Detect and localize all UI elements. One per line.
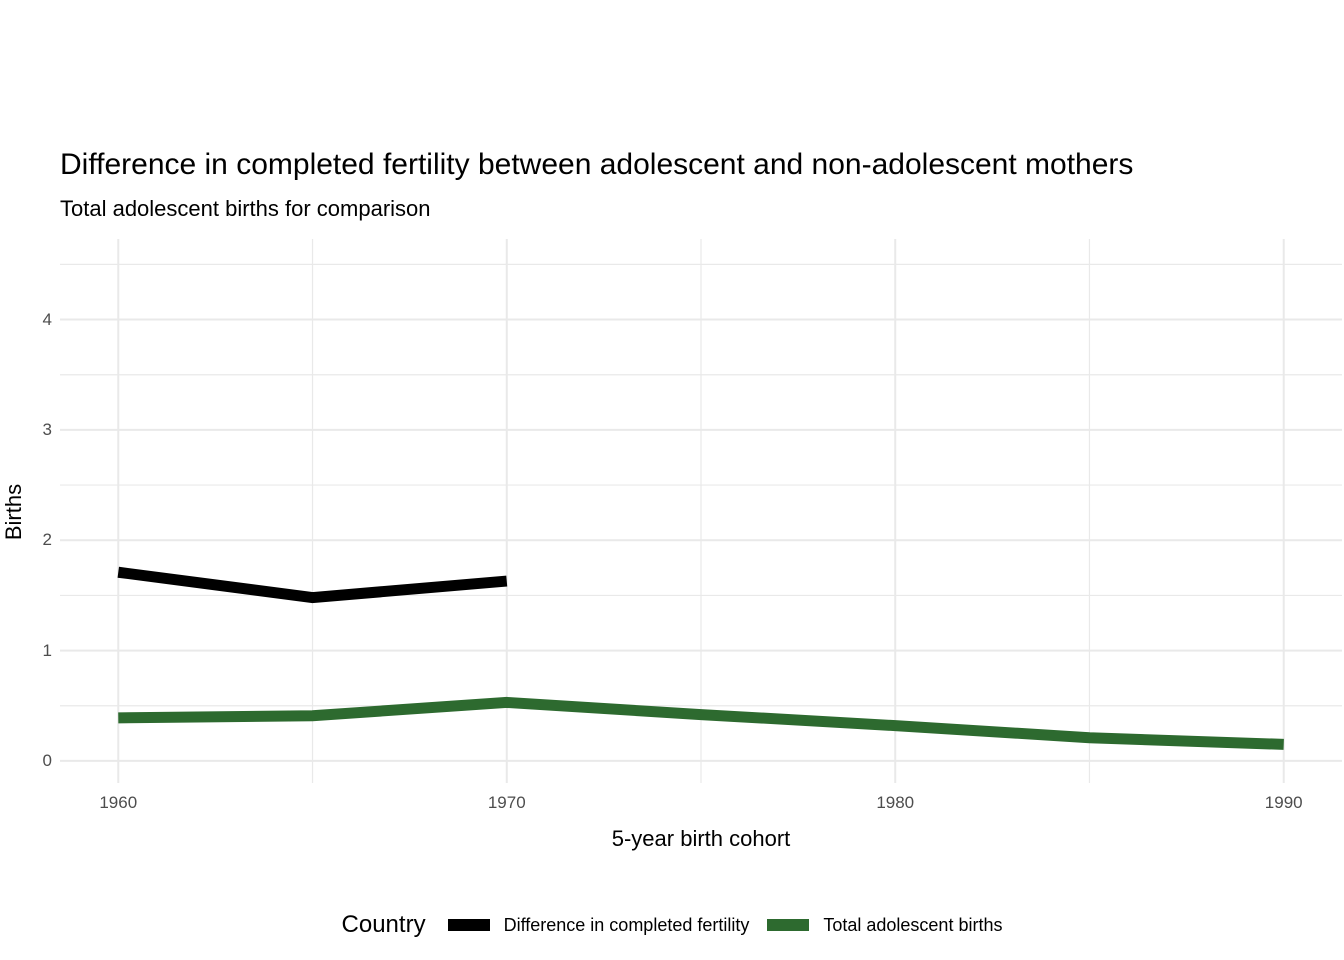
x-tick-label: 1980 [876,793,915,812]
chart-title: Difference in completed fertility betwee… [60,148,1134,181]
legend-item: Total adolescent births [767,915,1002,936]
y-tick-label: 0 [42,750,52,770]
series-line-total-adolescent-births [118,696,1284,750]
legend-swatch-icon [767,919,810,931]
legend-item: Difference in completed fertility [447,914,750,936]
x-tick-label: 1970 [487,793,526,812]
legend-label: Difference in completed fertility [503,914,750,935]
series-line-difference-in-completed-fertility [117,566,508,604]
y-tick-label: 3 [42,419,52,439]
x-tick-label: 1990 [1264,793,1303,812]
y-tick-label: 2 [42,530,52,550]
x-tick-label: 1960 [99,793,138,812]
legend: Country Difference in completed fertilit… [0,905,1344,945]
legend-swatch-icon [447,919,490,931]
plot-area [60,239,1342,783]
y-tick-label: 4 [42,309,52,329]
y-tick-label: 1 [42,640,52,660]
x-axis-title: 5-year birth cohort [611,826,791,851]
y-axis-title: Births [1,483,26,541]
legend-title: Country [341,911,426,938]
legend-label: Total adolescent births [823,914,1003,935]
chart-subtitle: Total adolescent births for comparison [60,196,431,221]
